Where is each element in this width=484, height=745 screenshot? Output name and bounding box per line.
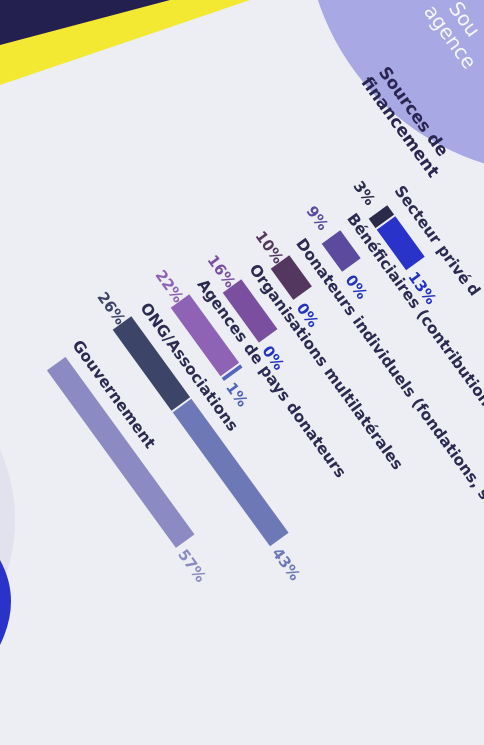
value-label-series-1: 3% — [350, 178, 380, 209]
value-label-series-1: 9% — [303, 203, 333, 234]
bar-series-2 — [221, 364, 243, 381]
header-band — [0, 0, 170, 45]
bar-series-1 — [170, 294, 240, 377]
bar-series-1 — [222, 279, 278, 343]
bar-series-2 — [172, 398, 289, 547]
left-accent — [0, 560, 11, 645]
value-label-series-2: 43% — [268, 544, 304, 584]
bar-series-1 — [112, 316, 191, 411]
bar-series-2 — [376, 216, 425, 271]
bar-series-1 — [270, 255, 312, 300]
top-right-blob — [317, 0, 484, 164]
category-label: Donateurs individuels (fondations, socié… — [292, 235, 484, 560]
bar-series-1 — [368, 205, 395, 229]
bar-series-2 — [46, 356, 195, 548]
left-blob — [0, 449, 15, 591]
bar-series-1 — [321, 230, 361, 272]
value-label-series-2: 57% — [174, 546, 210, 586]
